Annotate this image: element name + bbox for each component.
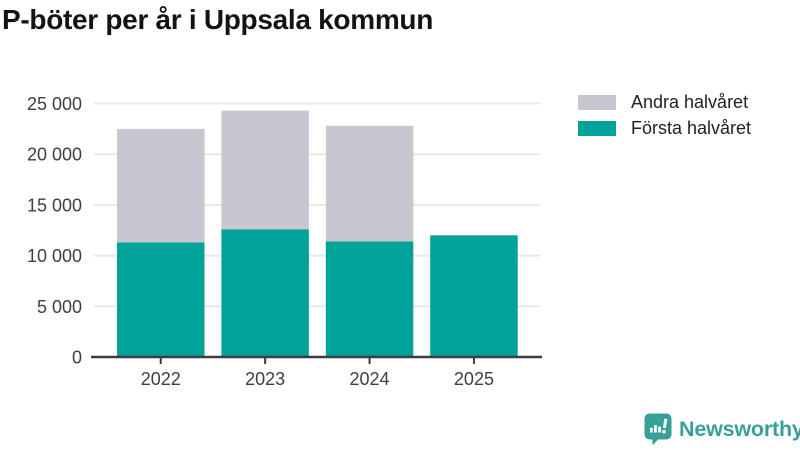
newsworthy-logo-icon (644, 413, 672, 446)
x-axis-label: 2022 (141, 369, 181, 389)
legend-swatch-andra-halvaret (578, 94, 616, 110)
y-axis-label: 20 000 (27, 145, 82, 165)
legend: Andra halvåret Första halvåret (578, 92, 751, 144)
y-axis-label: 5 000 (37, 297, 82, 317)
page-title: P-böter per år i Uppsala kommun (2, 4, 434, 35)
bar-segment-2022[interactable] (117, 242, 205, 357)
legend-label-andra-halvaret: Andra halvåret (631, 91, 749, 112)
bar-segment-2023[interactable] (221, 229, 309, 357)
x-axis-label: 2025 (454, 369, 494, 389)
y-axis-label: 10 000 (27, 246, 82, 266)
legend-item-andra-halvaret: Andra halvåret (578, 92, 751, 112)
y-axis-label: 15 000 (27, 195, 82, 215)
legend-label-forsta-halvaret: Första halvåret (631, 117, 752, 138)
x-axis-label: 2023 (245, 369, 285, 389)
newsworthy-brand-link[interactable]: Newsworthy (644, 413, 800, 446)
x-axis-label: 2024 (350, 369, 390, 389)
legend-item-forsta-halvaret: Första halvåret (578, 118, 751, 138)
bar-segment-2022[interactable] (117, 128, 205, 243)
bar-segment-2023[interactable] (221, 110, 309, 230)
y-axis-label: 0 (72, 348, 82, 368)
bar-segment-2024[interactable] (325, 125, 414, 242)
bar-segment-2024[interactable] (325, 241, 414, 357)
y-axis-label: 25 000 (27, 94, 82, 114)
bar-segment-2025[interactable] (430, 235, 518, 357)
newsworthy-brand-text: Newsworthy (679, 417, 800, 441)
legend-swatch-forsta-halvaret (578, 120, 616, 136)
